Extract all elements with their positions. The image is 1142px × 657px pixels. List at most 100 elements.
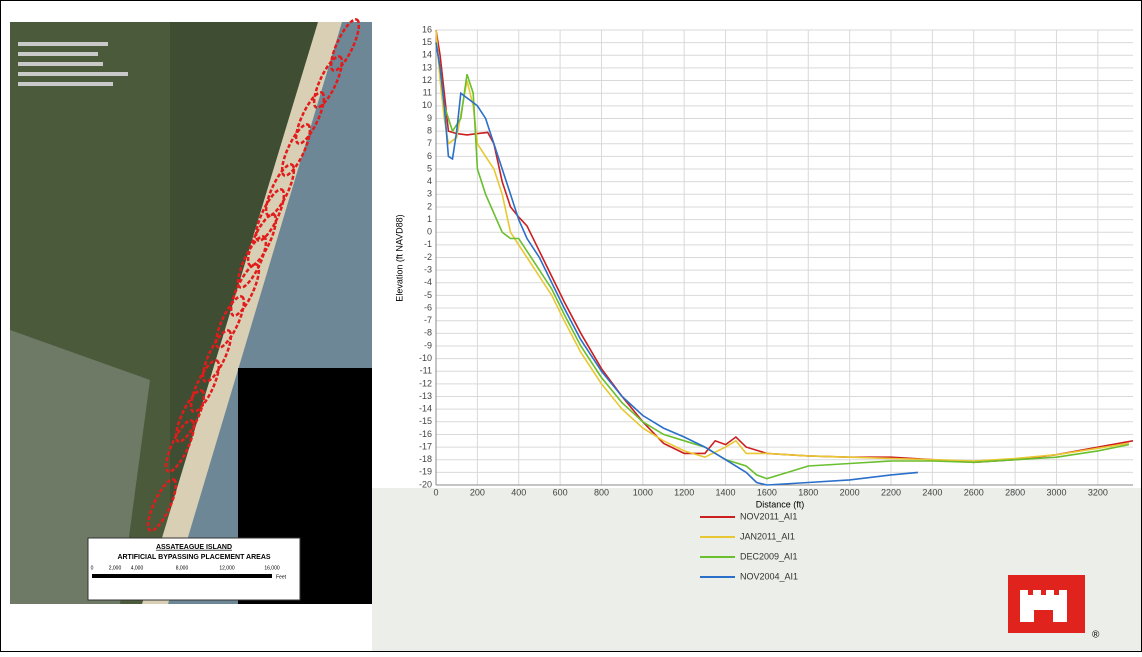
x-tick-label: 1600 xyxy=(757,487,777,497)
y-tick-label: -19 xyxy=(419,467,432,477)
legend-item xyxy=(18,62,103,66)
placement-area xyxy=(236,235,268,289)
y-tick-label: -3 xyxy=(424,265,432,275)
island xyxy=(142,22,342,604)
x-tick-label: 3200 xyxy=(1088,487,1108,497)
logo-mark: ® xyxy=(1092,630,1100,641)
y-tick-label: 7 xyxy=(427,138,432,148)
scale-unit: Feet xyxy=(276,574,287,580)
y-tick-label: -14 xyxy=(419,404,432,414)
series-line xyxy=(435,42,1130,480)
y-tick-label: 2 xyxy=(427,201,432,211)
legend-item xyxy=(18,52,98,56)
y-tick-label: 3 xyxy=(427,189,432,199)
scale-label: 16,000 xyxy=(264,565,280,571)
y-tick-label: -18 xyxy=(419,454,432,464)
placement-area xyxy=(280,123,312,177)
scale-label: 8,000 xyxy=(176,565,189,571)
legend-label: NOV2004_AI1 xyxy=(740,571,798,581)
placement-area xyxy=(329,18,361,72)
bay xyxy=(10,330,150,604)
scale-label: 2,000 xyxy=(109,565,122,571)
y-tick-label: -1 xyxy=(424,239,432,249)
y-tick-label: -5 xyxy=(424,290,432,300)
y-tick-label: -8 xyxy=(424,328,432,338)
placement-area xyxy=(229,263,261,317)
y-tick-label: 8 xyxy=(427,125,432,135)
y-tick-label: 14 xyxy=(422,50,432,60)
y-tick-label: -6 xyxy=(424,302,432,312)
legend-item xyxy=(18,42,108,46)
legend-item xyxy=(18,82,113,86)
castle xyxy=(1020,590,1067,622)
series-line xyxy=(435,42,918,486)
y-tick-label: 1 xyxy=(427,214,432,224)
x-tick-label: 3000 xyxy=(1046,487,1066,497)
legend-label: JAN2011_AI1 xyxy=(740,531,795,541)
x-tick-label: 2000 xyxy=(840,487,860,497)
y-tick-label: -20 xyxy=(419,479,432,489)
x-tick-label: 800 xyxy=(594,487,609,497)
scale-label: 12,000 xyxy=(219,565,235,571)
y-tick-label: 6 xyxy=(427,151,432,161)
y-tick-label: 16 xyxy=(422,24,432,34)
x-tick-label: 1800 xyxy=(798,487,818,497)
scale-label: 0 xyxy=(91,565,94,571)
map-title: ASSATEAGUE ISLAND xyxy=(156,544,232,551)
y-tick-label: -17 xyxy=(419,441,432,451)
scale-label: 4,000 xyxy=(131,565,144,571)
scale-bar xyxy=(92,574,272,578)
legend-label: NOV2011_AI1 xyxy=(740,511,797,521)
y-tick-label: -16 xyxy=(419,429,432,439)
x-tick-label: 1000 xyxy=(633,487,653,497)
x-tick-label: 600 xyxy=(553,487,568,497)
placement-area xyxy=(201,329,233,383)
x-tick-label: 0 xyxy=(433,487,438,497)
y-tick-label: 11 xyxy=(423,88,432,98)
y-tick-label: -2 xyxy=(424,252,432,262)
x-tick-label: 400 xyxy=(511,487,526,497)
x-tick-label: 2200 xyxy=(881,487,901,497)
x-tick-label: 1200 xyxy=(674,487,694,497)
y-tick-label: -4 xyxy=(424,277,432,287)
y-tick-label: -10 xyxy=(419,353,432,363)
map-legend xyxy=(18,42,128,86)
y-tick-label: -15 xyxy=(419,416,432,426)
placement-area xyxy=(189,359,221,413)
y-tick-label: -12 xyxy=(419,378,432,388)
placement-area xyxy=(246,213,278,267)
y-tick-label: 9 xyxy=(427,113,432,123)
x-tick-label: 2400 xyxy=(922,487,942,497)
placement-area xyxy=(312,55,344,109)
y-tick-label: 12 xyxy=(422,75,432,85)
placement-area xyxy=(214,295,246,349)
y-tick-label: -11 xyxy=(420,366,432,376)
y-tick-label: 13 xyxy=(422,62,432,72)
placement-area xyxy=(164,419,196,473)
map-subtitle: ARTIFICIAL BYPASSING PLACEMENT AREAS xyxy=(117,554,270,561)
placement-area xyxy=(294,91,326,145)
x-tick-label: 2600 xyxy=(964,487,984,497)
x-tick-label: 200 xyxy=(470,487,485,497)
x-tick-label: 2800 xyxy=(1005,487,1025,497)
map-title-box xyxy=(87,537,301,601)
placement-area xyxy=(146,478,178,532)
y-tick-label: -9 xyxy=(424,340,432,350)
placement-area xyxy=(174,389,206,443)
y-tick-label: -7 xyxy=(424,315,432,325)
y-tick-label: -13 xyxy=(419,391,432,401)
placement-areas xyxy=(146,18,361,532)
logo: ® xyxy=(1008,575,1100,641)
y-axis-title: Elevation (ft NAVD88) xyxy=(394,214,404,301)
y-tick-label: 10 xyxy=(422,100,432,110)
y-tick-label: 5 xyxy=(427,163,432,173)
y-tick-label: 0 xyxy=(427,227,432,237)
map: ASSATEAGUE ISLAND ARTIFICIAL BYPASSING P… xyxy=(10,18,372,604)
x-tick-label: 1400 xyxy=(716,487,736,497)
legend-label: DEC2009_AI1 xyxy=(740,551,798,561)
legend-item xyxy=(18,72,128,76)
x-axis-title: Distance (ft) xyxy=(756,499,805,509)
y-tick-label: 4 xyxy=(427,176,432,186)
y-tick-label: 15 xyxy=(422,37,432,47)
